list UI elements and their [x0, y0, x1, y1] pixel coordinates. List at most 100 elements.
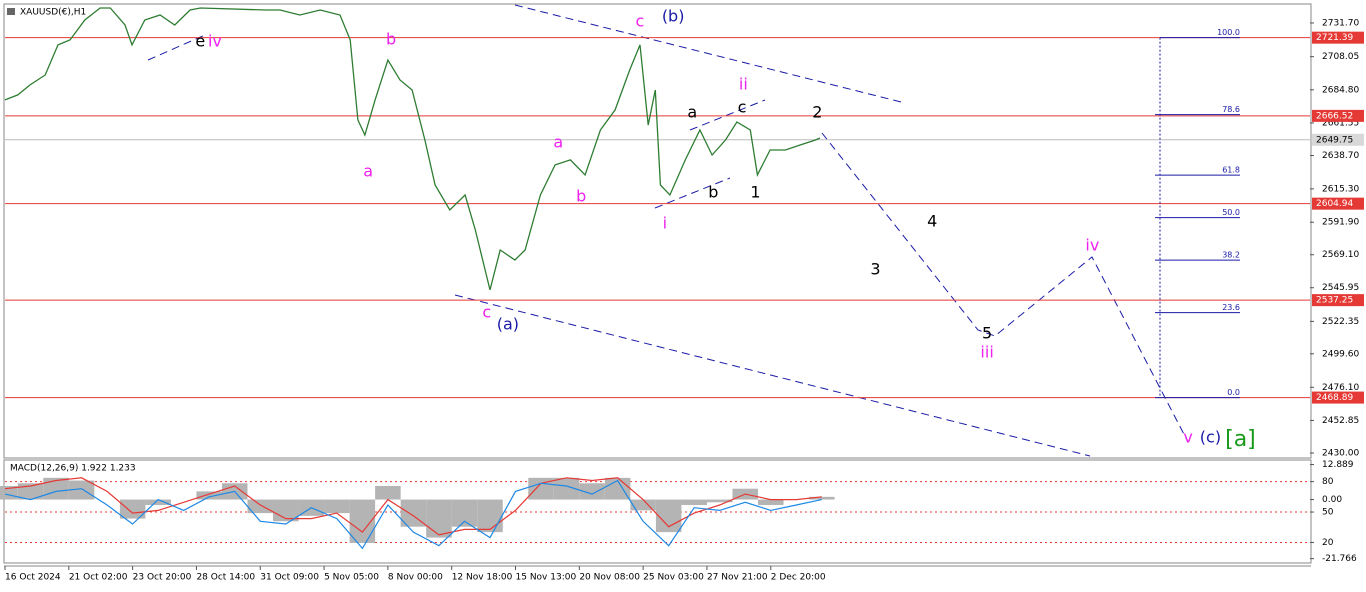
y-tick-label: 2615.30	[1322, 184, 1359, 194]
wave-label: c	[738, 97, 747, 116]
wave-label: c	[482, 303, 491, 322]
wave-label: c	[636, 11, 645, 30]
macd-bar	[706, 499, 733, 503]
macd-bar	[681, 499, 707, 505]
macd-bar	[553, 477, 580, 500]
macd-bar	[426, 499, 452, 538]
wave-label: 5	[982, 323, 992, 342]
macd-bar	[247, 499, 274, 514]
macd-frame	[3, 459, 1312, 564]
wave-label: a	[687, 102, 697, 121]
level-tag	[1312, 197, 1364, 210]
level-tag	[1312, 294, 1364, 307]
last-price-tag	[1312, 133, 1364, 146]
level-tag	[1312, 31, 1364, 44]
macd-bar	[196, 491, 222, 500]
macd-bar	[579, 483, 605, 500]
wedge-line	[147, 34, 206, 61]
wave-label: 2	[812, 102, 822, 121]
macd-bar	[630, 499, 656, 511]
level-label: 2604.94	[1316, 199, 1353, 209]
x-tick-label: 21 Oct 02:00	[69, 573, 128, 583]
macd-bar	[68, 480, 95, 500]
macd-bar	[758, 499, 784, 505]
level-tag	[1312, 109, 1364, 122]
wave-label: e	[195, 31, 205, 50]
channel-lower	[454, 294, 1091, 457]
macd-bar	[528, 477, 554, 500]
macd-line	[4, 479, 822, 550]
level-label: 2721.39	[1316, 33, 1353, 43]
wave-label: 3	[870, 259, 880, 278]
y-tick-label: 0.00	[1322, 495, 1342, 505]
macd-bar	[43, 477, 69, 500]
y-tick-label: 2708.05	[1322, 52, 1359, 62]
y-tick-label: 2499.60	[1322, 349, 1359, 359]
channel-upper	[514, 4, 906, 104]
wave-label: b	[576, 187, 586, 206]
y-tick-label: 80	[1322, 477, 1334, 487]
wave-label: (c)	[1200, 428, 1221, 447]
y-tick-label: 2684.80	[1322, 85, 1359, 95]
x-tick-label: 2 Dec 20:00	[771, 573, 826, 583]
fib-label: 38.2	[1222, 251, 1240, 260]
y-tick-label: 2522.35	[1322, 317, 1359, 327]
symbol-title: XAUUSD(€),H1	[20, 8, 86, 18]
fib-label: 78.6	[1222, 105, 1240, 114]
wave-label: v	[1183, 428, 1192, 447]
y-tick-label: -21.766	[1322, 554, 1357, 564]
wave-label: ii	[739, 74, 748, 93]
wave-label: iii	[980, 342, 993, 361]
y-tick-label: 2452.85	[1322, 416, 1359, 426]
x-tick-label: 15 Nov 13:00	[516, 573, 577, 583]
level-tag	[1312, 391, 1364, 404]
level-label: 2666.52	[1316, 111, 1353, 121]
y-tick-label: 2591.90	[1322, 218, 1359, 228]
macd-line	[4, 477, 822, 536]
trend-lines	[147, 4, 1189, 457]
x-tick-label: 31 Oct 09:00	[260, 573, 319, 583]
y-tick-label: 2569.10	[1322, 250, 1359, 260]
x-tick-label: 27 Nov 21:00	[707, 573, 768, 583]
fib-label: 100.0	[1217, 28, 1240, 37]
price-line	[4, 7, 821, 291]
macd-title: MACD(12,26,9) 1.922 1.233	[10, 464, 136, 474]
wave-label: b	[708, 183, 718, 202]
x-tick-label: 25 Nov 03:00	[643, 573, 704, 583]
wave-label: 4	[927, 211, 937, 230]
x-tick-label: 5 Nov 05:00	[324, 573, 379, 583]
wave-label: [a]	[1225, 427, 1256, 452]
y-tick-label: 2430.00	[1322, 449, 1359, 459]
x-tick-label: 8 Nov 00:00	[388, 573, 443, 583]
y-tick-label: 2476.10	[1322, 383, 1359, 393]
y-tick-label: 2545.95	[1322, 283, 1359, 293]
macd-bar	[119, 499, 146, 519]
y-tick-label: 2731.70	[1322, 18, 1359, 28]
y-tick-label: 2638.70	[1322, 151, 1359, 161]
wave-label: a	[553, 132, 563, 151]
x-tick-label: 28 Oct 14:00	[196, 573, 255, 583]
macd-bar	[145, 499, 171, 505]
y-tick-label: 12.889	[1322, 460, 1354, 470]
macd-bar	[477, 499, 503, 533]
wave-label: (a)	[497, 315, 519, 334]
wedge-line	[689, 99, 766, 131]
macd-bar	[451, 499, 478, 527]
projection	[821, 132, 1189, 443]
wave-label: a	[363, 161, 373, 180]
x-tick-label: 12 Nov 18:00	[452, 573, 513, 583]
y-tick-label: 20	[1322, 538, 1334, 548]
wave-label: iv	[208, 31, 222, 50]
fib-label: 23.6	[1222, 303, 1240, 312]
wave-label: (b)	[662, 6, 685, 25]
level-label: 2468.89	[1316, 393, 1353, 403]
wave-label: b	[386, 29, 396, 48]
macd-bar	[324, 499, 350, 514]
wedge-line	[654, 177, 731, 209]
wave-label: iv	[1085, 235, 1099, 254]
y-tick-label: 2661.55	[1322, 118, 1359, 128]
wave-label: i	[663, 213, 667, 232]
last-price-label: 2649.75	[1316, 135, 1353, 145]
macd-bar	[17, 483, 44, 500]
